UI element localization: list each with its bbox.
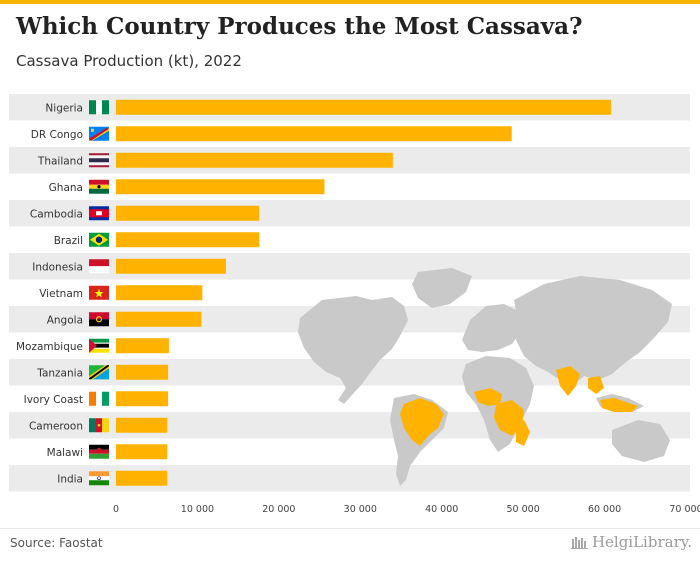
world-map-image bbox=[298, 268, 672, 486]
bar-dr-congo bbox=[116, 126, 512, 142]
category-label: DR Congo bbox=[31, 129, 83, 141]
flag-malawi-icon bbox=[89, 444, 109, 459]
bar-tanzania bbox=[116, 364, 169, 380]
x-tick-label: 60 000 bbox=[588, 504, 621, 515]
flag-indonesia-icon bbox=[89, 259, 109, 274]
accent-top-bar bbox=[0, 0, 700, 4]
x-tick-label: 20 000 bbox=[262, 504, 295, 515]
flag-dr-congo-icon bbox=[89, 126, 109, 141]
flag-angola-icon bbox=[89, 312, 109, 327]
bar-mozambique bbox=[116, 338, 169, 354]
bar-vietnam bbox=[116, 285, 203, 301]
flag-cambodia-icon bbox=[89, 206, 109, 221]
bar-ghana bbox=[116, 179, 325, 195]
map-highlight-indonesia bbox=[600, 398, 638, 412]
bar-thailand bbox=[116, 152, 393, 168]
map-greenland bbox=[412, 268, 472, 308]
map-highlight-west-africa bbox=[474, 388, 502, 406]
map-highlight-se-asia bbox=[588, 376, 604, 394]
x-tick-label: 30 000 bbox=[344, 504, 377, 515]
category-labels: Nigeria DR Congo Thailand Ghana Cambodia Braz… bbox=[16, 102, 83, 485]
flag-ivory-coast-icon bbox=[89, 391, 109, 406]
row-band bbox=[9, 253, 690, 280]
flag-mozambique-icon bbox=[89, 338, 109, 353]
x-axis-ticks: 0 10 000 20 000 30 000 40 000 50 000 60 000 70 … bbox=[113, 504, 700, 515]
map-highlight-india bbox=[556, 366, 580, 396]
flags bbox=[89, 100, 109, 486]
map-highlight-brazil bbox=[400, 398, 444, 446]
source-text: Source: Faostat bbox=[10, 536, 103, 550]
chart-title: Which Country Produces the Most Cassava? bbox=[16, 13, 583, 40]
bar-malawi bbox=[116, 444, 168, 460]
row-band bbox=[9, 200, 690, 227]
flag-india-icon bbox=[89, 471, 109, 486]
map-europe bbox=[462, 304, 522, 352]
flag-cameroon-icon bbox=[89, 418, 109, 433]
x-tick-label: 0 bbox=[113, 504, 119, 515]
flag-ghana-icon bbox=[89, 179, 109, 194]
bar-cambodia bbox=[116, 205, 260, 221]
footer-divider bbox=[0, 528, 700, 529]
map-asia bbox=[514, 276, 672, 386]
flag-vietnam-icon bbox=[89, 285, 109, 300]
category-label: Nigeria bbox=[45, 102, 83, 114]
x-tick-label: 40 000 bbox=[425, 504, 458, 515]
bar-brazil bbox=[116, 232, 260, 248]
category-label: Tanzania bbox=[36, 367, 83, 379]
flag-tanzania-icon bbox=[89, 365, 109, 380]
category-label: Cameroon bbox=[29, 420, 83, 432]
map-australia bbox=[612, 420, 670, 462]
logo-text: HelgiLibrary. bbox=[591, 533, 692, 551]
bar-indonesia bbox=[116, 258, 226, 274]
flag-thailand-icon bbox=[89, 153, 109, 168]
x-tick-label: 10 000 bbox=[181, 504, 214, 515]
x-tick-label: 70 000 bbox=[669, 504, 700, 515]
category-label: India bbox=[57, 473, 83, 485]
map-north-america bbox=[298, 296, 408, 404]
category-label: Malawi bbox=[47, 447, 83, 459]
category-label: Thailand bbox=[37, 155, 83, 167]
library-icon bbox=[570, 537, 588, 549]
bar-ivory-coast bbox=[116, 391, 169, 407]
category-label: Ivory Coast bbox=[24, 394, 83, 406]
category-label: Mozambique bbox=[16, 341, 83, 353]
bars bbox=[116, 99, 612, 486]
x-tick-label: 50 000 bbox=[507, 504, 540, 515]
row-band bbox=[9, 465, 690, 492]
row-band bbox=[9, 412, 690, 439]
category-label: Vietnam bbox=[39, 288, 83, 300]
category-label: Ghana bbox=[49, 182, 83, 194]
category-label: Cambodia bbox=[30, 208, 83, 220]
bar-cameroon bbox=[116, 417, 168, 433]
category-label: Angola bbox=[47, 314, 83, 326]
map-highlight-mozambique bbox=[516, 420, 530, 446]
category-label: Brazil bbox=[54, 235, 83, 247]
flag-nigeria-icon bbox=[89, 100, 109, 115]
helgi-library-logo: HelgiLibrary. bbox=[570, 533, 692, 551]
bar-nigeria bbox=[116, 99, 612, 115]
flag-brazil-icon bbox=[89, 232, 109, 247]
bar-india bbox=[116, 470, 168, 486]
category-label: Indonesia bbox=[32, 261, 83, 273]
chart-subtitle: Cassava Production (kt), 2022 bbox=[16, 52, 242, 70]
bar-angola bbox=[116, 311, 202, 327]
